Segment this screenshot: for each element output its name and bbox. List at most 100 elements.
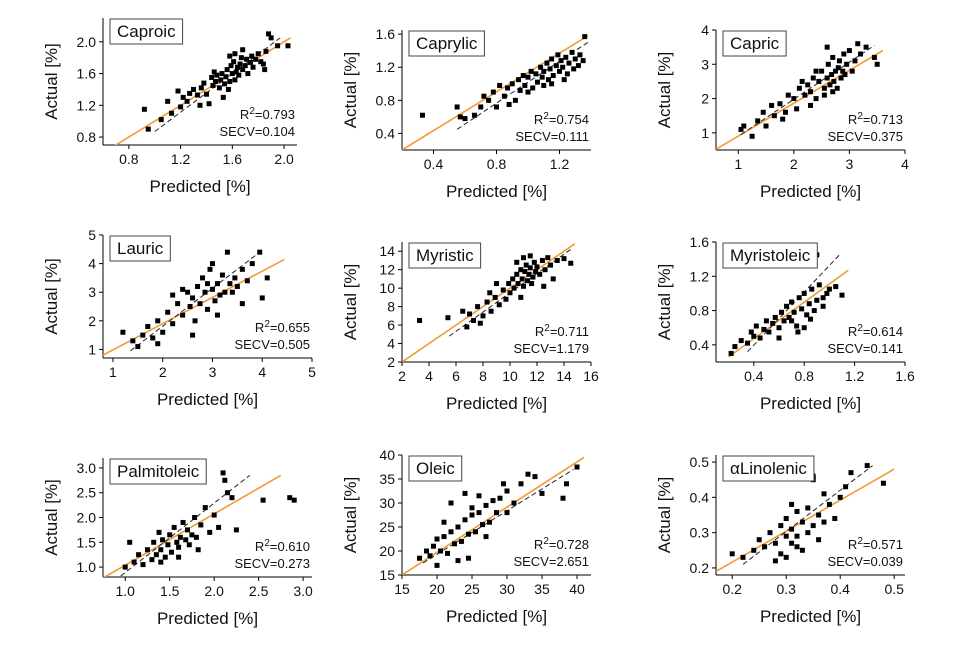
secv-stat: SECV=2.651 — [513, 554, 589, 569]
panel-title: αLinolenic — [722, 455, 815, 482]
y-axis-label: Actual [%] — [655, 477, 674, 554]
y-axis-label: Actual [%] — [42, 43, 61, 120]
r2-symbol: R — [848, 324, 857, 339]
data-point — [167, 532, 173, 538]
data-point — [198, 85, 204, 91]
data-point — [561, 256, 567, 262]
data-point — [770, 320, 776, 326]
data-point — [843, 484, 849, 490]
data-point — [481, 93, 487, 99]
r2-superscript: 2 — [543, 111, 549, 122]
data-point — [824, 290, 830, 296]
data-point — [190, 332, 196, 338]
data-point — [816, 512, 822, 518]
data-point — [462, 517, 468, 523]
data-point — [155, 318, 161, 324]
panel-title-box — [109, 18, 184, 45]
data-point — [232, 77, 238, 83]
r2-value: =0.571 — [863, 537, 903, 552]
data-point — [789, 526, 795, 532]
data-point — [769, 102, 775, 108]
data-point — [216, 85, 222, 91]
x-tick-label: 1 — [109, 364, 117, 380]
data-point — [518, 294, 524, 300]
data-point — [170, 321, 176, 327]
r2-symbol: R — [534, 112, 543, 127]
secv-stat: SECV=0.104 — [219, 124, 295, 139]
x-tick-label: 3 — [846, 156, 854, 172]
data-point — [190, 295, 196, 301]
x-tick-label: 12 — [529, 368, 545, 384]
data-point — [757, 335, 763, 341]
data-point — [824, 44, 830, 50]
data-point — [249, 261, 255, 267]
data-point — [259, 295, 265, 301]
data-point — [506, 281, 512, 287]
data-point — [729, 551, 735, 557]
panel-title-text: Palmitoleic — [117, 462, 200, 481]
r2-stat: R2=0.614 — [848, 323, 903, 339]
data-point — [560, 64, 566, 70]
data-point — [523, 262, 529, 268]
data-point — [510, 276, 516, 282]
data-point — [214, 72, 220, 78]
x-tick-label: 0.3 — [776, 581, 796, 597]
data-point — [789, 318, 795, 324]
data-point — [496, 302, 502, 308]
data-point — [568, 260, 574, 266]
data-point — [235, 64, 241, 70]
data-point — [419, 112, 425, 118]
x-tick-label: 1.6 — [895, 368, 915, 384]
y-tick-label: 2 — [701, 91, 709, 107]
data-point — [564, 71, 570, 77]
data-point — [575, 63, 581, 69]
data-point — [799, 547, 805, 553]
data-point — [745, 340, 750, 346]
data-point — [193, 534, 199, 540]
data-point — [780, 116, 786, 122]
y-axis-label: Actual [%] — [341, 477, 360, 554]
panel-lauric: 1 2 3 4 5 1 2 3 4 5 Predicted [%] Actual [%] Lauric R… — [42, 227, 316, 409]
panel-title: Myristic — [408, 242, 482, 269]
data-point — [151, 539, 157, 545]
data-point — [262, 67, 268, 73]
data-point — [216, 524, 222, 530]
data-point — [778, 551, 784, 557]
data-point — [776, 335, 782, 341]
r2-stat: R2=0.571 — [848, 536, 903, 552]
data-point — [223, 74, 229, 80]
r2-value: =0.655 — [270, 320, 310, 335]
data-point — [772, 558, 778, 564]
data-point — [534, 79, 540, 85]
data-point — [488, 308, 494, 314]
r2-superscript: 2 — [264, 538, 270, 549]
data-point — [782, 109, 788, 115]
data-point — [448, 529, 454, 535]
data-point — [772, 314, 778, 320]
data-point — [170, 292, 176, 298]
data-point — [781, 318, 787, 324]
data-point — [494, 104, 499, 110]
x-tick-label: 10 — [502, 368, 518, 384]
data-point — [187, 90, 193, 96]
data-point — [848, 470, 854, 476]
panel-title: Myristoleic — [722, 242, 818, 269]
data-point — [497, 495, 503, 501]
x-tick-label: 2 — [790, 156, 798, 172]
data-point — [417, 555, 422, 561]
x-tick-label: 2.0 — [274, 151, 294, 167]
data-point — [245, 71, 251, 77]
data-point — [514, 259, 520, 265]
data-point — [580, 58, 586, 64]
x-tick-label: 1.5 — [160, 583, 180, 599]
data-point — [171, 524, 177, 530]
data-point — [220, 470, 226, 476]
data-point — [778, 523, 784, 529]
data-point — [791, 309, 797, 315]
r2-superscript: 2 — [544, 323, 550, 334]
data-point — [457, 114, 463, 120]
data-point — [490, 89, 496, 95]
